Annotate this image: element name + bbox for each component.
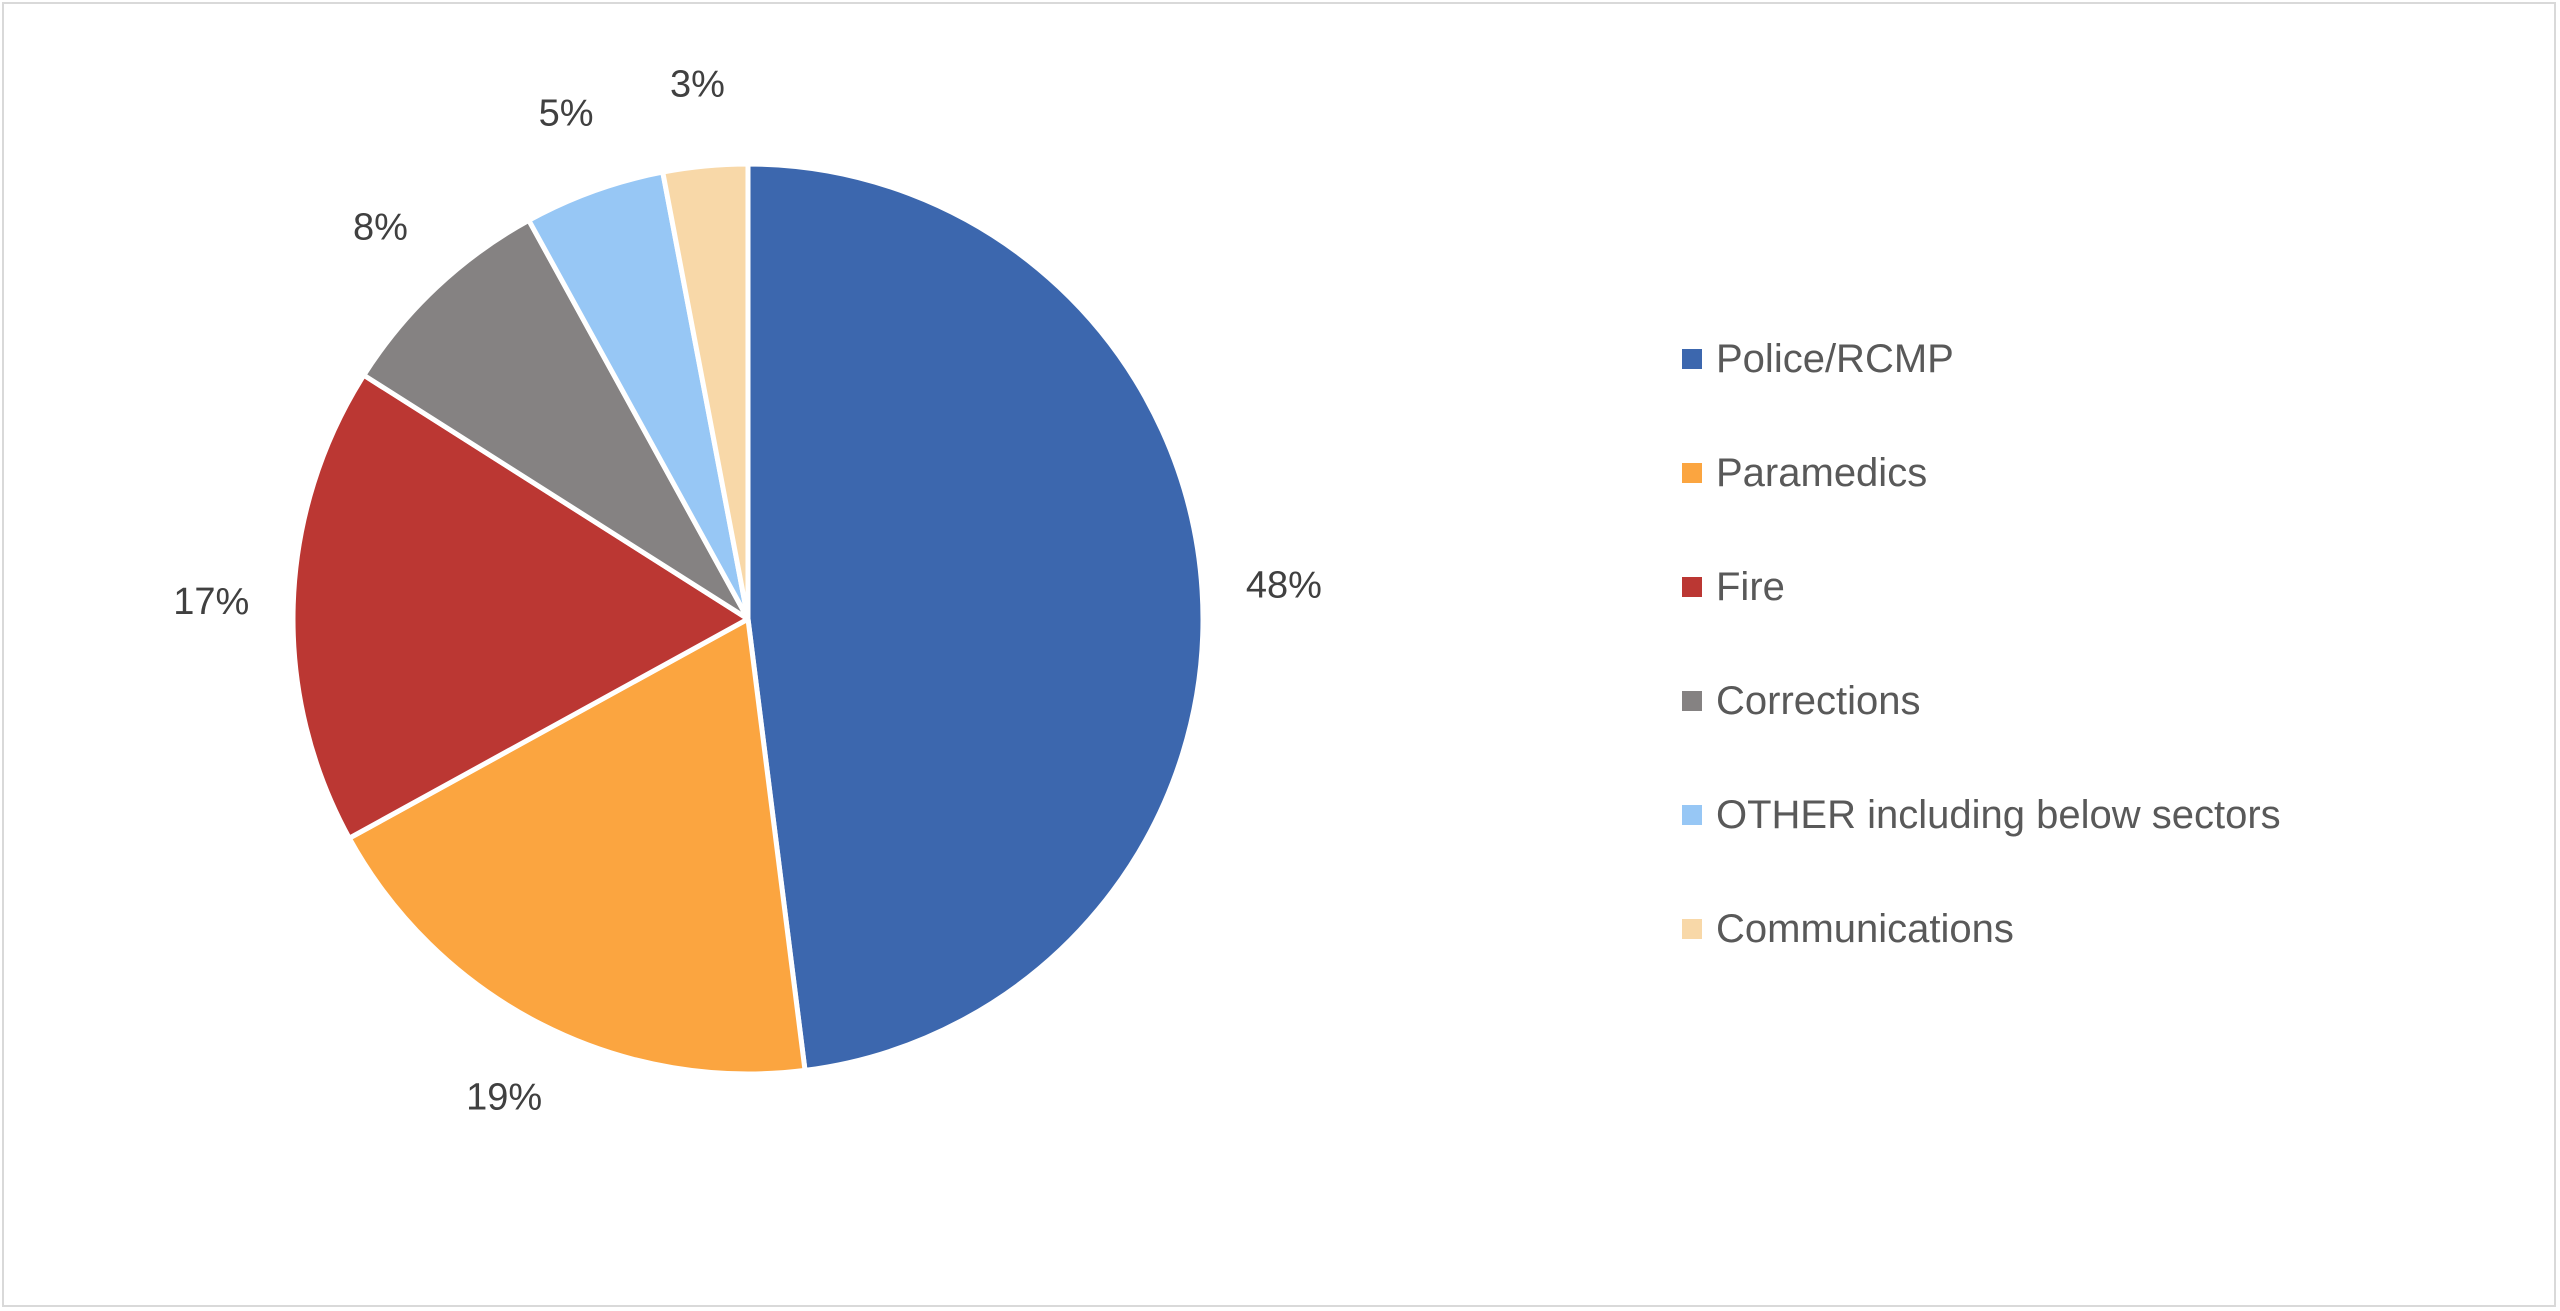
- legend-item-communications: Communications: [1682, 872, 2482, 986]
- legend-item-fire: Fire: [1682, 530, 2482, 644]
- data-label-paramedics: 19%: [466, 1077, 542, 1119]
- data-label-other-including-below-sectors: 5%: [539, 93, 594, 135]
- pie-data-labels: 48% 19% 17% 8% 5% 3%: [173, 63, 1322, 1118]
- legend-swatch-paramedics: [1682, 463, 1702, 483]
- pie-slice-communications: [660, 161, 751, 622]
- pie-slice-paramedics: [346, 616, 808, 1077]
- legend-label-fire: Fire: [1716, 564, 1785, 609]
- legend-item-police: Police/RCMP: [1682, 302, 2482, 416]
- data-label-communications: 3%: [670, 63, 725, 105]
- legend-swatch-police: [1682, 349, 1702, 369]
- legend-label-police: Police/RCMP: [1716, 336, 1954, 381]
- legend-item-other: OTHER including below sectors: [1682, 758, 2482, 872]
- legend-swatch-corrections: [1682, 691, 1702, 711]
- pie-slice-corrections: [361, 217, 751, 622]
- legend-item-paramedics: Paramedics: [1682, 416, 2482, 530]
- legend-swatch-fire: [1682, 577, 1702, 597]
- legend-label-corrections: Corrections: [1716, 678, 1921, 723]
- legend-label-communications: Communications: [1716, 906, 2014, 951]
- pie-slice-fire: [290, 372, 751, 841]
- chart-legend: Police/RCMP Paramedics Fire Corrections …: [1682, 302, 2482, 986]
- pie-slice-police-rcmp: [745, 161, 1206, 1073]
- legend-swatch-communications: [1682, 919, 1702, 939]
- pie-slices: [290, 161, 1206, 1077]
- data-label-fire: 17%: [173, 581, 249, 623]
- legend-label-paramedics: Paramedics: [1716, 450, 1928, 495]
- pie-slice-other-including-below-sectors: [526, 169, 751, 622]
- legend-swatch-other: [1682, 805, 1702, 825]
- pie-chart: 48% 19% 17% 8% 5% 3%: [173, 63, 1322, 1118]
- legend-item-corrections: Corrections: [1682, 644, 2482, 758]
- data-label-corrections: 8%: [353, 207, 408, 249]
- legend-label-other: OTHER including below sectors: [1716, 792, 2281, 837]
- data-label-police-rcmp: 48%: [1246, 564, 1322, 606]
